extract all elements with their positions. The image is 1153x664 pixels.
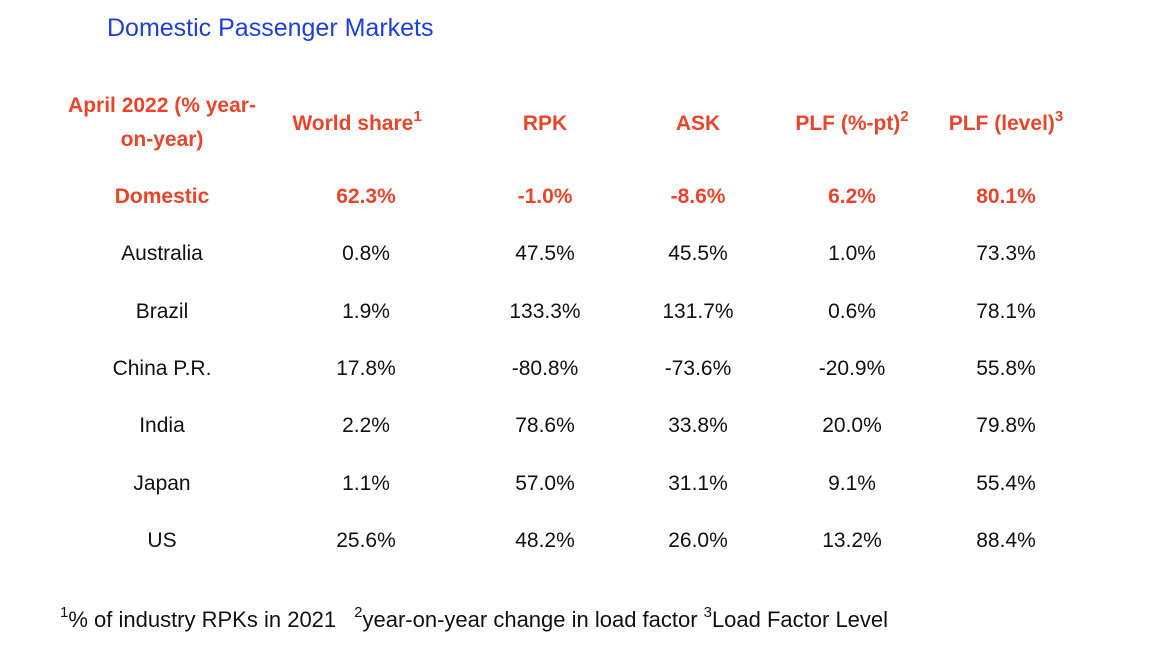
cell-ask: -8.6% (670, 185, 726, 208)
cell-plf-pt: -20.9% (818, 357, 886, 380)
table-row: Domestic 62.3% -1.0% -8.6% 6.2% 80.1% (0, 182, 1153, 212)
header-world-share: World share1 (292, 107, 421, 141)
header-plf-pt-footnote-marker: 2 (900, 108, 909, 125)
cell-world-share: 0.8% (342, 242, 390, 265)
table-row: US 25.6% 48.2% 26.0% 13.2% 88.4% (0, 526, 1153, 556)
cell-plf-level: 78.1% (976, 300, 1036, 323)
footnote-2-marker: 2 (354, 604, 363, 621)
cell-plf-level: 55.4% (976, 472, 1036, 495)
cell-rpk: -1.0% (517, 185, 573, 208)
cell-world-share: 2.2% (342, 414, 390, 437)
header-plf-level-label: PLF (level) (948, 112, 1055, 135)
cell-ask: 26.0% (668, 529, 728, 552)
cell-ask: 45.5% (668, 242, 728, 265)
footnotes: 1% of industry RPKs in 2021 2year-on-year… (60, 604, 889, 633)
cell-plf-level: 80.1% (976, 185, 1036, 208)
header-market: April 2022 (% year-on-year) (68, 94, 256, 151)
page-title: Domestic Passenger Markets (107, 14, 434, 42)
table-row: Brazil 1.9% 133.3% 131.7% 0.6% 78.1% (0, 297, 1153, 327)
cell-plf-level: 55.8% (976, 357, 1036, 380)
cell-plf-level: 73.3% (976, 242, 1036, 265)
cell-plf-pt: 0.6% (828, 300, 876, 323)
cell-rpk: 133.3% (509, 300, 581, 323)
header-plf-pt: PLF (%-pt)2 (795, 107, 908, 141)
cell-plf-level: 88.4% (976, 529, 1036, 552)
cell-plf-pt: 1.0% (828, 242, 876, 265)
header-plf-pt-label: PLF (%-pt) (795, 112, 901, 135)
cell-world-share: 1.1% (342, 472, 390, 495)
header-plf-level: PLF (level)3 (949, 107, 1064, 141)
cell-market: Australia (121, 242, 203, 265)
footnote-3-marker: 3 (703, 604, 712, 621)
table-row: India 2.2% 78.6% 33.8% 20.0% 79.8% (0, 411, 1153, 441)
header-rpk: RPK (522, 112, 568, 135)
cell-ask: 31.1% (668, 472, 728, 495)
cell-plf-pt: 20.0% (822, 414, 882, 437)
header-ask: ASK (675, 112, 721, 135)
cell-rpk: 78.6% (515, 414, 575, 437)
table-row: Australia 0.8% 47.5% 45.5% 1.0% 73.3% (0, 239, 1153, 269)
cell-plf-pt: 13.2% (822, 529, 882, 552)
cell-ask: 131.7% (662, 300, 734, 323)
header-plf-level-footnote-marker: 3 (1054, 108, 1064, 125)
footnote-3-text: Load Factor Level (711, 607, 889, 632)
table-row: China P.R. 17.8% -80.8% -73.6% -20.9% 55… (0, 354, 1153, 384)
header-world-share-footnote-marker: 1 (413, 108, 422, 125)
cell-market: China P.R. (112, 357, 212, 380)
cell-world-share: 25.6% (336, 529, 396, 552)
cell-world-share: 17.8% (336, 357, 396, 380)
cell-market: US (147, 529, 177, 552)
cell-ask: -73.6% (664, 357, 732, 380)
cell-plf-pt: 9.1% (828, 472, 876, 495)
header-world-share-label: World share (292, 112, 414, 135)
cell-ask: 33.8% (668, 414, 728, 437)
cell-plf-level: 79.8% (976, 414, 1036, 437)
cell-market: India (139, 414, 185, 437)
cell-rpk: 47.5% (515, 242, 575, 265)
cell-market: Japan (133, 472, 191, 495)
cell-market: Domestic (114, 185, 210, 208)
cell-rpk: 48.2% (515, 529, 575, 552)
footnote-1-text: % of industry RPKs in 2021 (68, 607, 337, 632)
cell-market: Brazil (135, 300, 189, 323)
footnote-1-marker: 1 (60, 604, 69, 621)
cell-world-share: 1.9% (342, 300, 390, 323)
cell-rpk: 57.0% (515, 472, 575, 495)
table-row: Japan 1.1% 57.0% 31.1% 9.1% 55.4% (0, 469, 1153, 499)
cell-plf-pt: 6.2% (828, 185, 876, 208)
footnote-2-text: year-on-year change in load factor (362, 607, 698, 632)
cell-world-share: 62.3% (336, 185, 396, 208)
cell-rpk: -80.8% (511, 357, 579, 380)
